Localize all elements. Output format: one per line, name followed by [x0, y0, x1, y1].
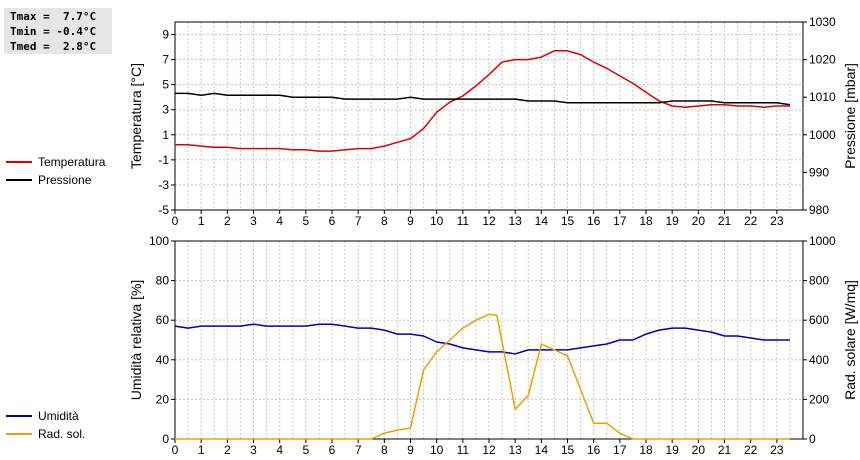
legend-label-pressione: Pressione	[38, 173, 92, 187]
x-tick-label: 3	[250, 214, 257, 228]
y-tick-label-left: 9	[162, 28, 169, 42]
x-tick-label: 23	[770, 443, 784, 457]
tmed-readout: Tmed = 2.8°C	[10, 40, 97, 53]
y-axis-title-left: Temperatura [°C]	[128, 63, 144, 169]
x-tick-label: 14	[535, 443, 549, 457]
x-tick-label: 8	[381, 214, 388, 228]
y-tick-label-left: 20	[156, 392, 170, 406]
y-tick-label-left: 5	[162, 78, 169, 92]
x-tick-label: 1	[198, 443, 205, 457]
y-tick-label-right: 1000	[809, 128, 836, 142]
x-tick-label: 12	[482, 214, 496, 228]
y-axis-title-right: Rad. solare [W/mq]	[842, 280, 858, 400]
x-tick-label: 19	[665, 214, 679, 228]
x-tick-label: 16	[587, 214, 601, 228]
x-tick-label: 5	[302, 214, 309, 228]
x-tick-label: 14	[535, 214, 549, 228]
x-tick-label: 19	[665, 443, 679, 457]
stats-box: Tmax = 7.7°C Tmin = -0.4°C Tmed = 2.8°C	[4, 8, 112, 54]
x-tick-label: 10	[430, 443, 444, 457]
temp-pressure-chart: 0 1 2 3 4 5 6 7 8 9 10 11 12 13 14 15 16 17 18 19 20 21 22 23-5…	[128, 15, 858, 228]
x-tick-label: 18	[639, 443, 653, 457]
legend-label-rad-sol: Rad. sol.	[38, 427, 86, 441]
y-tick-label-right: 1030	[809, 15, 836, 29]
x-tick-label: 15	[561, 214, 575, 228]
y-tick-label-right: 400	[809, 353, 829, 367]
series-line-rad-sol	[175, 313, 790, 440]
x-tick-label: 7	[355, 443, 362, 457]
plot-frame	[174, 240, 804, 440]
x-tick-label: 0	[172, 214, 179, 228]
x-tick-label: 2	[224, 443, 231, 457]
x-tick-label: 5	[302, 443, 309, 457]
x-tick-label: 9	[407, 214, 414, 228]
series-line-umidit	[174, 323, 790, 355]
legend-swatch-temperatura	[6, 161, 32, 163]
legend-label-temperatura: Temperatura	[38, 155, 106, 169]
x-tick-label: 11	[457, 214, 470, 228]
x-tick-label: 6	[329, 443, 336, 457]
y-tick-label-right: 800	[809, 274, 829, 288]
x-tick-label: 20	[692, 443, 706, 457]
x-tick-label: 13	[508, 443, 522, 457]
y-tick-label-left: 3	[162, 103, 169, 117]
y-tick-label-right: 0	[809, 432, 816, 446]
x-tick-label: 8	[381, 443, 388, 457]
y-tick-label-right: 990	[809, 165, 829, 179]
x-tick-label: 11	[457, 443, 470, 457]
series-line-temperatura	[175, 50, 790, 152]
x-tick-label: 13	[508, 214, 522, 228]
y-tick-label-right: 980	[809, 203, 829, 217]
x-tick-label: 22	[744, 443, 758, 457]
x-tick-label: 20	[692, 214, 706, 228]
y-tick-label-left: -3	[158, 178, 169, 192]
y-tick-label-left: 100	[149, 234, 169, 248]
x-tick-label: 22	[744, 214, 758, 228]
x-tick-label: 18	[639, 214, 653, 228]
tmin-readout: Tmin = -0.4°C	[10, 25, 97, 38]
y-tick-label-right: 1020	[809, 53, 836, 67]
x-tick-label: 17	[613, 443, 627, 457]
y-tick-label-left: -5	[158, 203, 169, 217]
x-tick-label: 12	[482, 443, 496, 457]
x-tick-label: 23	[770, 214, 784, 228]
y-tick-label-left: -1	[158, 153, 169, 167]
tmax-readout: Tmax = 7.7°C	[10, 10, 97, 23]
legend-label-umidita: Umidità	[38, 409, 79, 423]
series-line-pressione	[175, 92, 791, 106]
y-tick-label-right: 1010	[809, 90, 836, 104]
y-tick-label-right: 1000	[809, 234, 836, 248]
x-tick-label: 10	[430, 214, 444, 228]
legend-swatch-pressione	[6, 179, 32, 181]
legend-swatch-rad-sol	[6, 433, 32, 435]
y-tick-label-left: 1	[162, 128, 169, 142]
x-tick-label: 3	[250, 443, 257, 457]
y-tick-label-left: 0	[162, 432, 169, 446]
y-tick-label-right: 200	[809, 392, 829, 406]
legend-swatch-umidita	[6, 415, 32, 417]
x-tick-label: 0	[172, 443, 179, 457]
y-tick-label-right: 600	[809, 313, 829, 327]
y-tick-label-left: 60	[156, 313, 170, 327]
x-tick-label: 2	[224, 214, 231, 228]
y-tick-label-left: 7	[162, 53, 169, 67]
x-tick-label: 17	[613, 214, 627, 228]
y-tick-label-left: 80	[156, 274, 170, 288]
y-tick-label-left: 40	[156, 353, 170, 367]
x-tick-label: 9	[407, 443, 414, 457]
x-tick-label: 21	[718, 214, 732, 228]
x-tick-label: 6	[329, 214, 336, 228]
x-tick-label: 4	[276, 214, 283, 228]
plot-frame	[174, 21, 804, 211]
x-tick-label: 16	[587, 443, 601, 457]
y-axis-title-right: Pressione [mbar]	[842, 63, 858, 169]
y-axis-title-left: Umidità relativa [%]	[128, 280, 144, 401]
x-tick-label: 15	[561, 443, 575, 457]
x-tick-label: 1	[198, 214, 205, 228]
x-tick-label: 4	[276, 443, 283, 457]
x-tick-label: 7	[355, 214, 362, 228]
humidity-radiation-chart: 0 1 2 3 4 5 6 7 8 9 10 11 12 13 14 15 16 17 18 19 20 21 22 2302…	[128, 234, 858, 457]
x-tick-label: 21	[718, 443, 732, 457]
